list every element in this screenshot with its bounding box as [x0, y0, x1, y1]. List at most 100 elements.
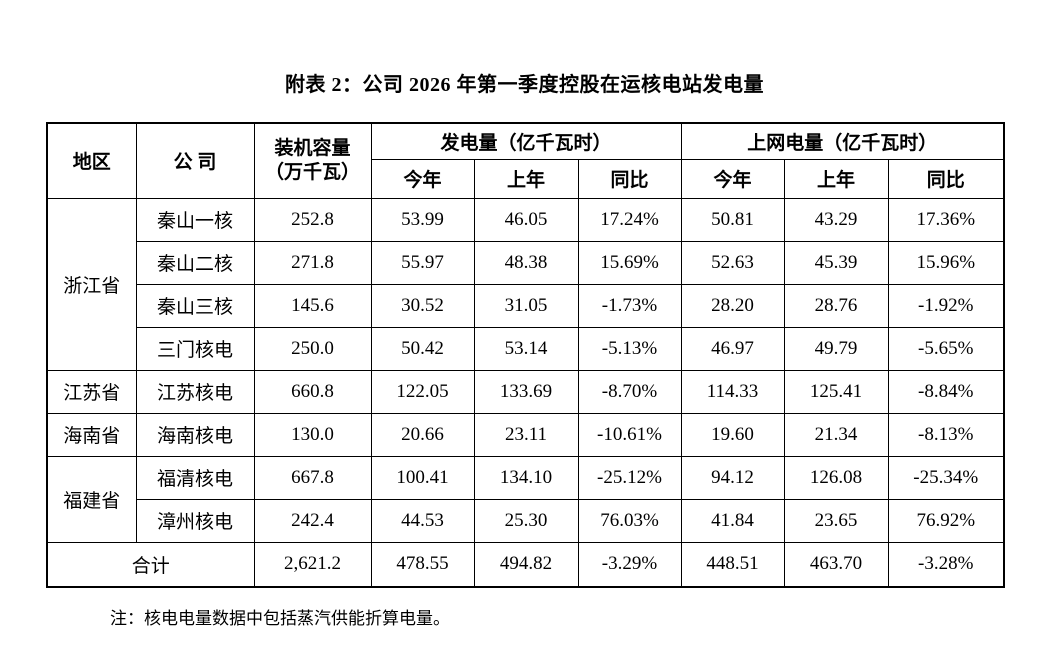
cell-region: 浙江省 [46, 197, 137, 371]
cell-total-gen-last: 494.82 [473, 541, 579, 588]
cell-total-gen-this: 478.55 [370, 541, 475, 588]
cell-grid-this: 52.63 [680, 240, 785, 285]
col-header-gen-yoy: 同比 [577, 158, 682, 199]
table-header-row-2: 今年 上年 同比 今年 上年 同比 [47, 158, 1005, 199]
table-row: 漳州核电 242.4 44.53 25.30 76.03% 41.84 23.6… [47, 498, 1005, 543]
cell-gen-yoy: -8.70% [577, 369, 682, 414]
cell-gen-last: 23.11 [473, 412, 579, 457]
cell-grid-this: 46.97 [680, 326, 785, 371]
cell-grid-yoy: -1.92% [887, 283, 1005, 328]
cell-grid-this: 114.33 [680, 369, 785, 414]
col-header-capacity-line2: （万千瓦） [264, 161, 360, 183]
power-generation-table: 地区 公 司 装机容量 （万千瓦） 发电量（亿千瓦时） 上网电量（亿千瓦时） 今… [46, 122, 1005, 588]
col-header-generation-group: 发电量（亿千瓦时） [370, 122, 682, 160]
col-header-grid-last-year: 上年 [783, 158, 889, 199]
cell-capacity: 242.4 [253, 498, 372, 543]
cell-region: 福建省 [46, 455, 137, 543]
cell-company: 海南核电 [135, 412, 255, 457]
cell-grid-last: 125.41 [783, 369, 889, 414]
cell-grid-last: 49.79 [783, 326, 889, 371]
cell-grid-last: 126.08 [783, 455, 889, 500]
cell-capacity: 252.8 [253, 197, 372, 242]
cell-gen-yoy: -1.73% [577, 283, 682, 328]
cell-grid-this: 50.81 [680, 197, 785, 242]
cell-company: 秦山二核 [135, 240, 255, 285]
col-header-capacity-line1: 装机容量 [274, 137, 351, 159]
footnote: 注：核电电量数据中包括蒸汽供能折算电量。 [110, 609, 450, 628]
cell-gen-last: 25.30 [473, 498, 579, 543]
col-header-grid-this-year: 今年 [680, 158, 785, 199]
cell-gen-yoy: -5.13% [577, 326, 682, 371]
cell-grid-this: 41.84 [680, 498, 785, 543]
cell-grid-yoy: 76.92% [887, 498, 1005, 543]
cell-total-grid-yoy: -3.28% [887, 541, 1005, 588]
cell-capacity: 660.8 [253, 369, 372, 414]
cell-company: 漳州核电 [135, 498, 255, 543]
cell-gen-this: 50.42 [370, 326, 475, 371]
table-total-row: 合计 2,621.2 478.55 494.82 -3.29% 448.51 4… [46, 541, 1005, 588]
cell-grid-this: 94.12 [680, 455, 785, 500]
cell-gen-this: 100.41 [370, 455, 475, 500]
cell-region: 江苏省 [46, 369, 137, 414]
cell-grid-last: 23.65 [783, 498, 889, 543]
col-header-grid-yoy: 同比 [887, 158, 1005, 199]
cell-gen-this: 20.66 [370, 412, 475, 457]
col-header-region: 地区 [46, 122, 137, 199]
cell-company: 秦山三核 [135, 283, 255, 328]
cell-gen-last: 53.14 [473, 326, 579, 371]
cell-gen-this: 53.99 [370, 197, 475, 242]
table-row: 江苏省 江苏核电 660.8 122.05 133.69 -8.70% 114.… [46, 369, 1005, 414]
cell-company: 三门核电 [135, 326, 255, 371]
cell-gen-this: 122.05 [370, 369, 475, 414]
cell-gen-yoy: 15.69% [577, 240, 682, 285]
cell-capacity: 250.0 [253, 326, 372, 371]
cell-total-gen-yoy: -3.29% [577, 541, 682, 588]
document-page: 附表 2：公司 2026 年第一季度控股在运核电站发电量 地区 公 司 装机容量… [0, 72, 1049, 659]
cell-grid-this: 19.60 [680, 412, 785, 457]
cell-grid-last: 43.29 [783, 197, 889, 242]
cell-gen-yoy: -25.12% [577, 455, 682, 500]
cell-total-grid-last: 463.70 [783, 541, 889, 588]
cell-grid-yoy: -8.13% [887, 412, 1005, 457]
cell-grid-yoy: -5.65% [887, 326, 1005, 371]
cell-gen-last: 133.69 [473, 369, 579, 414]
cell-gen-yoy: 76.03% [577, 498, 682, 543]
col-header-gen-this-year: 今年 [370, 158, 475, 199]
table-row: 三门核电 250.0 50.42 53.14 -5.13% 46.97 49.7… [47, 326, 1005, 371]
cell-gen-this: 55.97 [370, 240, 475, 285]
cell-gen-last: 48.38 [473, 240, 579, 285]
cell-grid-last: 45.39 [783, 240, 889, 285]
cell-grid-yoy: -25.34% [887, 455, 1005, 500]
cell-capacity: 667.8 [253, 455, 372, 500]
cell-grid-yoy: -8.84% [887, 369, 1005, 414]
cell-grid-yoy: 17.36% [887, 197, 1005, 242]
cell-gen-this: 30.52 [370, 283, 475, 328]
cell-gen-last: 31.05 [473, 283, 579, 328]
cell-gen-last: 134.10 [473, 455, 579, 500]
cell-total-label: 合计 [46, 541, 255, 588]
cell-grid-last: 21.34 [783, 412, 889, 457]
cell-gen-yoy: -10.61% [577, 412, 682, 457]
cell-grid-yoy: 15.96% [887, 240, 1005, 285]
cell-total-grid-this: 448.51 [680, 541, 785, 588]
cell-gen-last: 46.05 [473, 197, 579, 242]
table-row: 秦山二核 271.8 55.97 48.38 15.69% 52.63 45.3… [47, 240, 1005, 285]
table-row: 秦山三核 145.6 30.52 31.05 -1.73% 28.20 28.7… [47, 283, 1005, 328]
cell-capacity: 130.0 [253, 412, 372, 457]
cell-gen-yoy: 17.24% [577, 197, 682, 242]
cell-grid-last: 28.76 [783, 283, 889, 328]
col-header-ongrid-group: 上网电量（亿千瓦时） [680, 122, 1005, 160]
cell-grid-this: 28.20 [680, 283, 785, 328]
cell-region: 海南省 [46, 412, 137, 457]
col-header-company: 公 司 [135, 122, 255, 199]
table-row: 福建省 福清核电 667.8 100.41 134.10 -25.12% 94.… [46, 455, 1005, 543]
cell-capacity: 145.6 [253, 283, 372, 328]
cell-company: 江苏核电 [135, 369, 255, 414]
cell-gen-this: 44.53 [370, 498, 475, 543]
cell-capacity: 271.8 [253, 240, 372, 285]
cell-company: 秦山一核 [135, 197, 255, 242]
col-header-gen-last-year: 上年 [473, 158, 579, 199]
table-row: 浙江省 秦山一核 252.8 53.99 46.05 17.24% 50.81 … [46, 197, 1005, 371]
cell-company: 福清核电 [135, 455, 255, 500]
page-title: 附表 2：公司 2026 年第一季度控股在运核电站发电量 [285, 74, 764, 96]
